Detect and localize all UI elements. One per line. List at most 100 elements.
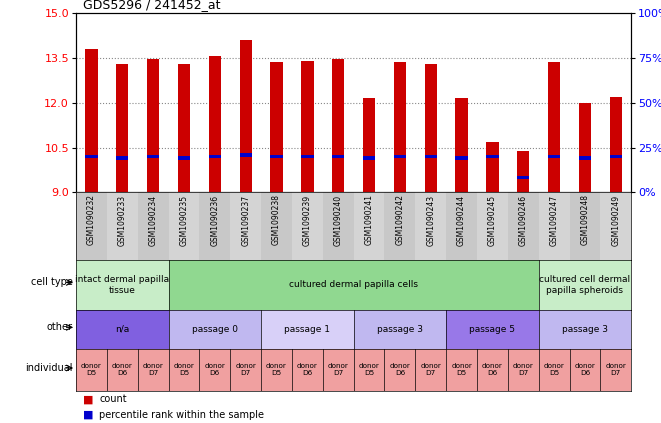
Text: ■: ■ — [83, 410, 93, 420]
Bar — [332, 154, 344, 159]
Text: GSM1090238: GSM1090238 — [272, 195, 281, 245]
Bar — [209, 154, 221, 159]
Text: donor
D5: donor D5 — [359, 363, 379, 376]
Bar — [609, 96, 622, 192]
Bar — [354, 310, 446, 349]
Bar — [137, 349, 169, 391]
Text: donor
D5: donor D5 — [174, 363, 194, 376]
Bar — [415, 192, 446, 260]
Bar — [600, 192, 631, 260]
Bar — [85, 154, 98, 159]
Bar — [394, 154, 406, 159]
Bar — [301, 60, 313, 192]
Bar — [363, 98, 375, 192]
Text: other: other — [47, 322, 73, 332]
Bar — [424, 154, 437, 159]
Text: donor
D5: donor D5 — [81, 363, 102, 376]
Bar — [354, 349, 385, 391]
Bar — [178, 156, 190, 160]
Text: donor
D5: donor D5 — [544, 363, 564, 376]
Text: GDS5296 / 241452_at: GDS5296 / 241452_at — [83, 0, 220, 11]
Text: cultured cell dermal
papilla spheroids: cultured cell dermal papilla spheroids — [539, 275, 631, 294]
Bar — [570, 349, 600, 391]
Text: GSM1090246: GSM1090246 — [519, 195, 527, 246]
Text: GSM1090233: GSM1090233 — [118, 195, 127, 246]
Bar — [446, 349, 477, 391]
Bar — [323, 349, 354, 391]
Bar — [137, 192, 169, 260]
Bar — [548, 62, 561, 192]
Text: GSM1090247: GSM1090247 — [550, 195, 559, 246]
Text: passage 1: passage 1 — [284, 325, 330, 334]
Bar — [107, 192, 137, 260]
Bar — [332, 59, 344, 192]
Text: donor
D6: donor D6 — [204, 363, 225, 376]
Text: donor
D6: donor D6 — [112, 363, 133, 376]
Text: donor
D7: donor D7 — [143, 363, 163, 376]
Bar — [230, 192, 261, 260]
Bar — [394, 62, 406, 192]
Bar — [517, 151, 529, 192]
Text: donor
D6: donor D6 — [574, 363, 596, 376]
Bar — [301, 154, 313, 159]
Text: GSM1090243: GSM1090243 — [426, 195, 435, 246]
Text: donor
D6: donor D6 — [297, 363, 318, 376]
Text: n/a: n/a — [115, 325, 130, 334]
Bar — [261, 349, 292, 391]
Text: cell type: cell type — [31, 277, 73, 287]
Bar — [147, 154, 159, 159]
Bar — [486, 142, 498, 192]
Text: GSM1090241: GSM1090241 — [365, 195, 373, 245]
Bar — [76, 260, 169, 310]
Text: donor
D6: donor D6 — [389, 363, 410, 376]
Bar — [424, 63, 437, 192]
Text: GSM1090240: GSM1090240 — [334, 195, 342, 246]
Text: GSM1090249: GSM1090249 — [611, 195, 620, 246]
Bar — [570, 192, 600, 260]
Bar — [539, 260, 631, 310]
Bar — [477, 349, 508, 391]
Text: GSM1090235: GSM1090235 — [180, 195, 188, 246]
Bar — [354, 192, 385, 260]
Bar — [455, 98, 468, 192]
Bar — [200, 349, 230, 391]
Bar — [147, 59, 159, 192]
Bar — [292, 192, 323, 260]
Text: donor
D7: donor D7 — [328, 363, 348, 376]
Bar — [261, 310, 354, 349]
Bar — [539, 192, 570, 260]
Text: intact dermal papilla
tissue: intact dermal papilla tissue — [75, 275, 169, 294]
Bar — [415, 349, 446, 391]
Text: GSM1090244: GSM1090244 — [457, 195, 466, 246]
Bar — [539, 349, 570, 391]
Bar — [169, 310, 261, 349]
Text: cultured dermal papilla cells: cultured dermal papilla cells — [289, 280, 418, 289]
Text: donor
D5: donor D5 — [266, 363, 287, 376]
Text: donor
D7: donor D7 — [513, 363, 533, 376]
Bar — [169, 349, 200, 391]
Text: GSM1090248: GSM1090248 — [580, 195, 590, 245]
Text: GSM1090234: GSM1090234 — [149, 195, 157, 246]
Text: passage 3: passage 3 — [562, 325, 608, 334]
Bar — [85, 49, 98, 192]
Bar — [200, 192, 230, 260]
Text: individual: individual — [25, 363, 73, 373]
Bar — [446, 310, 539, 349]
Bar — [239, 153, 252, 157]
Bar — [239, 40, 252, 192]
Bar — [385, 192, 415, 260]
Text: passage 3: passage 3 — [377, 325, 423, 334]
Bar — [230, 349, 261, 391]
Bar — [76, 310, 169, 349]
Bar — [209, 56, 221, 192]
Bar — [385, 349, 415, 391]
Bar — [609, 154, 622, 159]
Bar — [548, 154, 561, 159]
Bar — [508, 192, 539, 260]
Bar — [455, 156, 468, 160]
Text: GSM1090245: GSM1090245 — [488, 195, 497, 246]
Bar — [446, 192, 477, 260]
Text: GSM1090232: GSM1090232 — [87, 195, 96, 245]
Bar — [508, 349, 539, 391]
Bar — [169, 260, 539, 310]
